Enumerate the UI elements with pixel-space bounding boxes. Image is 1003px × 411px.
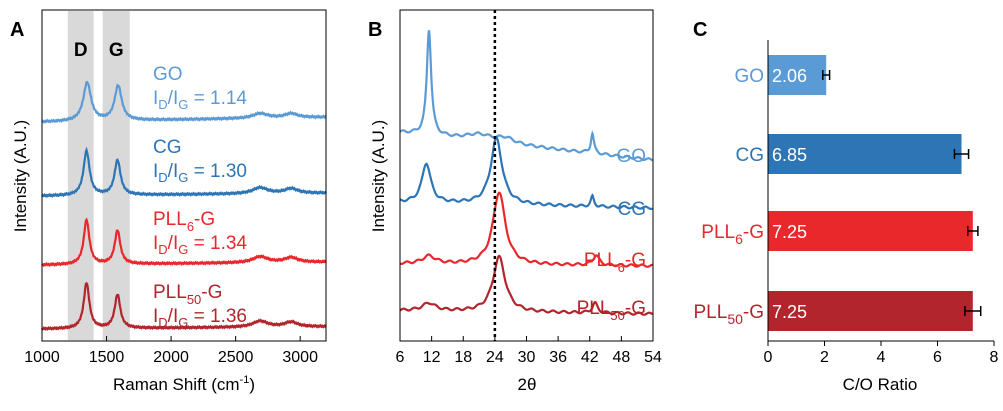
series-name-label: CG <box>153 137 182 158</box>
series-labels: GO CG PLL6-G PLL50-G <box>577 146 646 323</box>
x-axis-label: Raman Shift (cm-1) <box>113 374 255 394</box>
xrd-line <box>399 191 653 268</box>
spectrum-line <box>41 81 327 124</box>
y-axis-label: Intensity (A.U.) <box>369 120 388 232</box>
xrd-lines <box>399 30 654 316</box>
bar <box>768 291 973 331</box>
x-tick-label: 36 <box>549 349 567 366</box>
xrd-line <box>399 254 654 316</box>
ratio-label: ID/IG = 1.14 <box>153 88 247 112</box>
x-tick-label: 8 <box>990 349 999 366</box>
x-tick-label: 30 <box>518 349 536 366</box>
panel-b: B GO CG PLL6-G PLL50-G 6 12 18 24 30 36 42 48 54 2θ… <box>368 9 662 394</box>
bar-value-label: 6.85 <box>772 145 807 165</box>
xrd-line <box>399 30 653 162</box>
category-label: PLL50-G <box>694 302 765 327</box>
x-ticks: 1000 1500 2000 2500 3000 <box>24 336 318 366</box>
band-region <box>67 11 94 340</box>
x-tick-label: 12 <box>423 349 441 366</box>
bar <box>768 55 827 95</box>
panel-b-label: B <box>368 19 382 41</box>
spectrum-line <box>41 146 327 198</box>
spectrum-line <box>41 281 327 331</box>
x-ticks: 6 12 18 24 30 36 42 48 54 <box>396 336 662 366</box>
x-tick-label: 6 <box>933 349 942 366</box>
panel-a-label: A <box>10 19 24 41</box>
bar-value-label: 7.25 <box>772 302 807 322</box>
x-tick-label: 3000 <box>282 349 318 366</box>
plot-frame <box>41 9 327 342</box>
x-tick-label: 2 <box>820 349 829 366</box>
spectra-lines <box>41 81 327 331</box>
category-label: PLL6-G <box>701 222 764 247</box>
bars: 2.06 GO 6.85 CG 7.25 PLL6-G 7.25 PLL50-G <box>694 55 982 331</box>
x-ticks: 0 2 4 6 8 <box>764 341 999 366</box>
xrd-line <box>400 135 653 210</box>
x-tick-label: 2500 <box>218 349 254 366</box>
band-label: D <box>74 40 88 61</box>
y-axis-label: Intensity (A.U.) <box>11 120 30 232</box>
x-tick-label: 48 <box>612 349 630 366</box>
series-name-label: PLL50-G <box>153 282 222 307</box>
panel-c: C 2.06 GO 6.85 CG 7.25 PLL6-G 7.25 PLL50-G 0 2 4 6… <box>693 19 999 394</box>
ratio-label: ID/IG = 1.30 <box>153 161 247 185</box>
bar <box>768 211 973 251</box>
spectrum-line <box>41 217 327 268</box>
ratio-label: ID/IG = 1.34 <box>153 233 247 257</box>
series-name-label: CG <box>618 199 647 220</box>
bar-value-label: 7.25 <box>772 222 807 242</box>
x-axis-label: 2θ <box>518 375 537 394</box>
panel-c-label: C <box>693 19 707 41</box>
category-label: GO <box>734 66 764 87</box>
series-name-label: GO <box>153 64 183 85</box>
x-tick-label: 18 <box>454 349 472 366</box>
x-tick-label: 54 <box>644 349 662 366</box>
series-name-label: PLL6-G <box>153 209 215 234</box>
x-tick-label: 0 <box>764 349 773 366</box>
ratio-label: ID/IG = 1.36 <box>153 306 247 330</box>
x-tick-label: 1500 <box>89 349 125 366</box>
bar-value-label: 2.06 <box>772 66 807 86</box>
bar <box>768 134 962 174</box>
series-name-label: PLL6-G <box>584 250 646 275</box>
band-region <box>102 11 130 340</box>
series-name-label: GO <box>616 146 646 167</box>
x-tick-label: 42 <box>581 349 599 366</box>
plot-frame <box>399 9 654 342</box>
x-tick-label: 1000 <box>24 349 60 366</box>
x-tick-label: 24 <box>486 349 504 366</box>
band-label: G <box>109 40 124 61</box>
x-tick-label: 4 <box>877 349 886 366</box>
category-label: CG <box>736 145 765 166</box>
x-axis-label: C/O Ratio <box>843 375 918 394</box>
x-tick-label: 2000 <box>153 349 189 366</box>
series-name-label: PLL50-G <box>577 298 646 323</box>
x-tick-label: 6 <box>396 349 405 366</box>
